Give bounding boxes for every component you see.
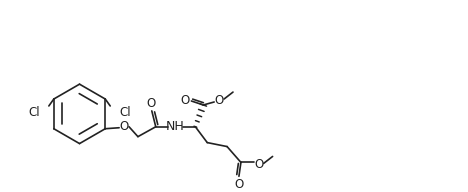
Text: Cl: Cl	[119, 106, 131, 119]
Text: Cl: Cl	[28, 106, 40, 119]
Text: O: O	[146, 98, 155, 110]
Text: O: O	[181, 94, 190, 107]
Text: O: O	[119, 120, 129, 133]
Text: NH: NH	[166, 120, 185, 133]
Text: O: O	[234, 178, 243, 191]
Text: O: O	[214, 94, 224, 107]
Text: O: O	[254, 158, 263, 171]
